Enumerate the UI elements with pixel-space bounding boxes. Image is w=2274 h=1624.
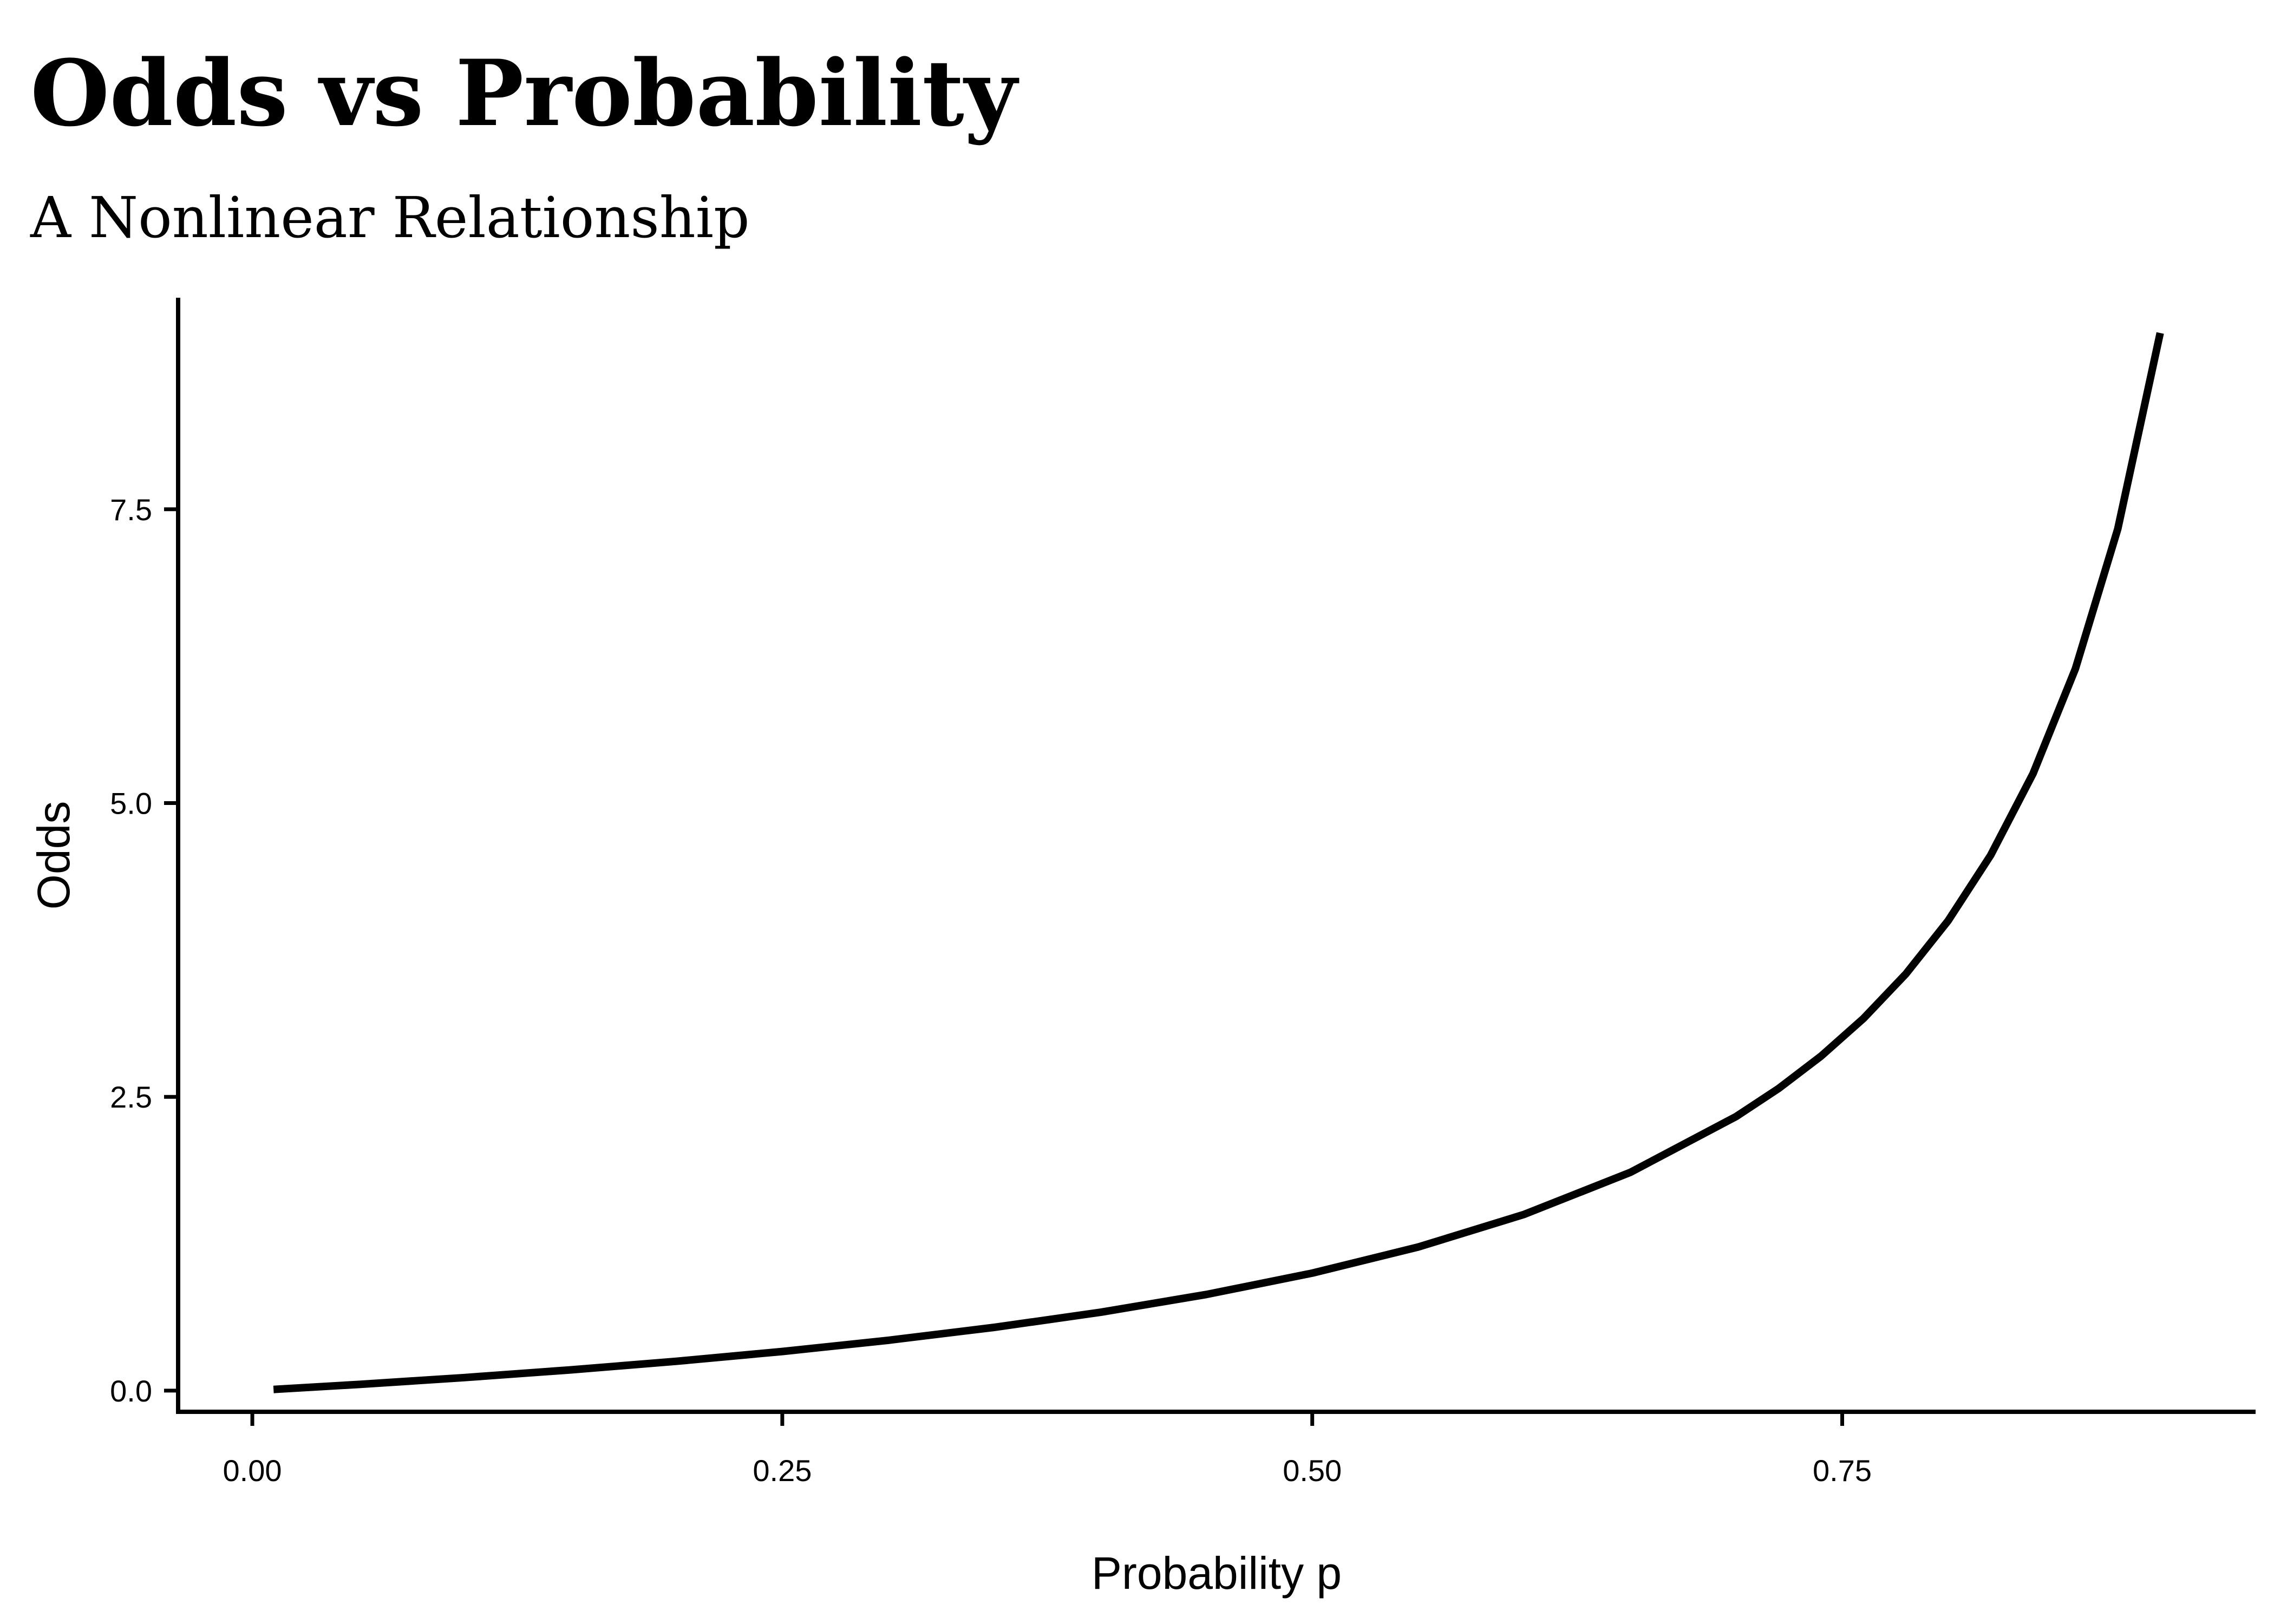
x-tick-label: 0.25 [753,1453,812,1488]
chart-subtitle: A Nonlinear Relationship [30,185,750,251]
x-tick-label: 0.00 [223,1453,282,1488]
y-tick-label: 7.5 [110,493,152,527]
odds-curve [273,332,2164,1393]
x-tick-label: 0.75 [1813,1453,1872,1488]
y-tick-label: 0.0 [110,1374,152,1408]
y-axis-title: Odds [28,801,79,910]
y-tick-label: 5.0 [110,786,152,820]
x-tick-label: 0.50 [1283,1453,1342,1488]
y-tick-label: 2.5 [110,1080,152,1114]
y-ticks: 0.0 2.5 5.0 7.5 [110,493,178,1408]
x-ticks: 0.00 0.25 0.50 0.75 [223,1412,1872,1488]
x-axis-title: Probability p [1092,1548,1342,1599]
chart-title: Odds vs Probability [30,40,1017,147]
